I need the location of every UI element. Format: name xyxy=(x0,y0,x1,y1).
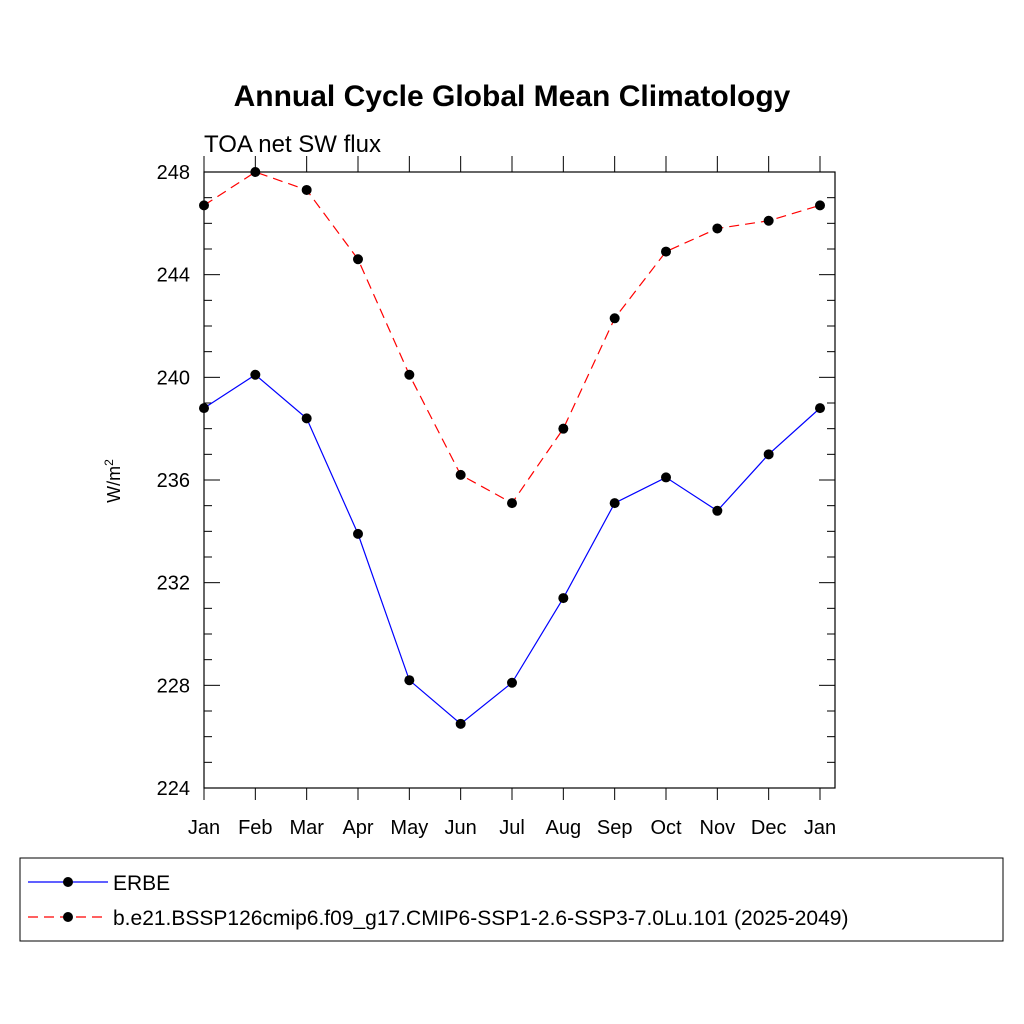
chart-title: Annual Cycle Global Mean Climatology xyxy=(234,80,791,113)
series-1-point xyxy=(609,313,620,324)
series-1-point xyxy=(455,469,466,480)
x-tick-label: Jun xyxy=(445,817,477,839)
series-line-0 xyxy=(203,374,821,725)
x-tick-label: Dec xyxy=(751,817,787,839)
x-tick-label: Jan xyxy=(804,817,836,839)
series-line-1 xyxy=(203,171,821,504)
y-tick-label: 232 xyxy=(157,573,190,595)
legend-marker-0 xyxy=(63,877,73,887)
x-tick-label: Jul xyxy=(499,817,525,839)
series-1-point xyxy=(301,184,312,195)
series-0-point xyxy=(353,528,363,539)
x-tick-label: Sep xyxy=(597,817,633,839)
plot-area: 224 228 232 236 240 244 248 Jan Feb Mar Apr May Jun J… xyxy=(157,156,836,839)
series-0-point xyxy=(250,369,261,380)
y-tick-label: 224 xyxy=(157,778,190,800)
x-tick-label: Nov xyxy=(700,817,736,839)
y-axis-label-superscript: 2 xyxy=(102,459,116,466)
x-tick-label: Jan xyxy=(188,817,220,839)
x-tick-label: Aug xyxy=(546,817,582,839)
series-0-point xyxy=(763,449,774,460)
series-0-point xyxy=(661,472,671,483)
series-1-point xyxy=(815,200,825,211)
x-tick-label: Mar xyxy=(289,817,324,839)
plot-frame xyxy=(203,171,836,789)
series-1-point xyxy=(404,369,415,380)
x-tick-label: Apr xyxy=(342,817,373,839)
series-1-point xyxy=(250,167,261,177)
series-1-point xyxy=(712,223,723,234)
legend-box xyxy=(19,857,1004,942)
series-0-point xyxy=(815,403,825,414)
legend-marker-1 xyxy=(63,912,73,922)
y-tick-label: 240 xyxy=(157,367,190,389)
chart-subtitle: TOA net SW flux xyxy=(204,131,381,158)
y-tick-label: 236 xyxy=(157,470,190,492)
series-0-point xyxy=(712,505,723,516)
y-tick-label: 228 xyxy=(157,675,190,697)
y-axis-label-text: W/m xyxy=(104,466,124,503)
series-1-point xyxy=(558,423,569,434)
series-1-point xyxy=(763,215,774,226)
series-0-point xyxy=(199,403,209,414)
x-tick-label: May xyxy=(390,817,428,839)
legend-label-1: b.e21.BSSP126cmip6.f09_g17.CMIP6-SSP1-2.… xyxy=(113,907,848,930)
y-axis-label: W/m2 xyxy=(102,459,124,503)
series-1-point xyxy=(661,246,671,257)
series-0-point xyxy=(558,593,569,604)
series-1-point xyxy=(507,498,517,509)
series-1-point xyxy=(353,254,363,265)
series-0-point xyxy=(404,675,415,686)
y-tick-label: 248 xyxy=(157,162,190,184)
y-tick-label: 244 xyxy=(157,265,190,287)
legend: ERBE b.e21.BSSP126cmip6.f09_g17.CMIP6-SSP… xyxy=(19,857,1004,942)
x-tick-label: Feb xyxy=(238,817,272,839)
x-tick-label: Oct xyxy=(650,817,682,839)
legend-label-0: ERBE xyxy=(113,872,170,895)
series-0-point xyxy=(507,677,517,688)
series-0-point xyxy=(609,498,620,509)
series-0-point xyxy=(301,413,312,424)
series-1-point xyxy=(199,200,209,211)
series-0-point xyxy=(455,718,466,729)
